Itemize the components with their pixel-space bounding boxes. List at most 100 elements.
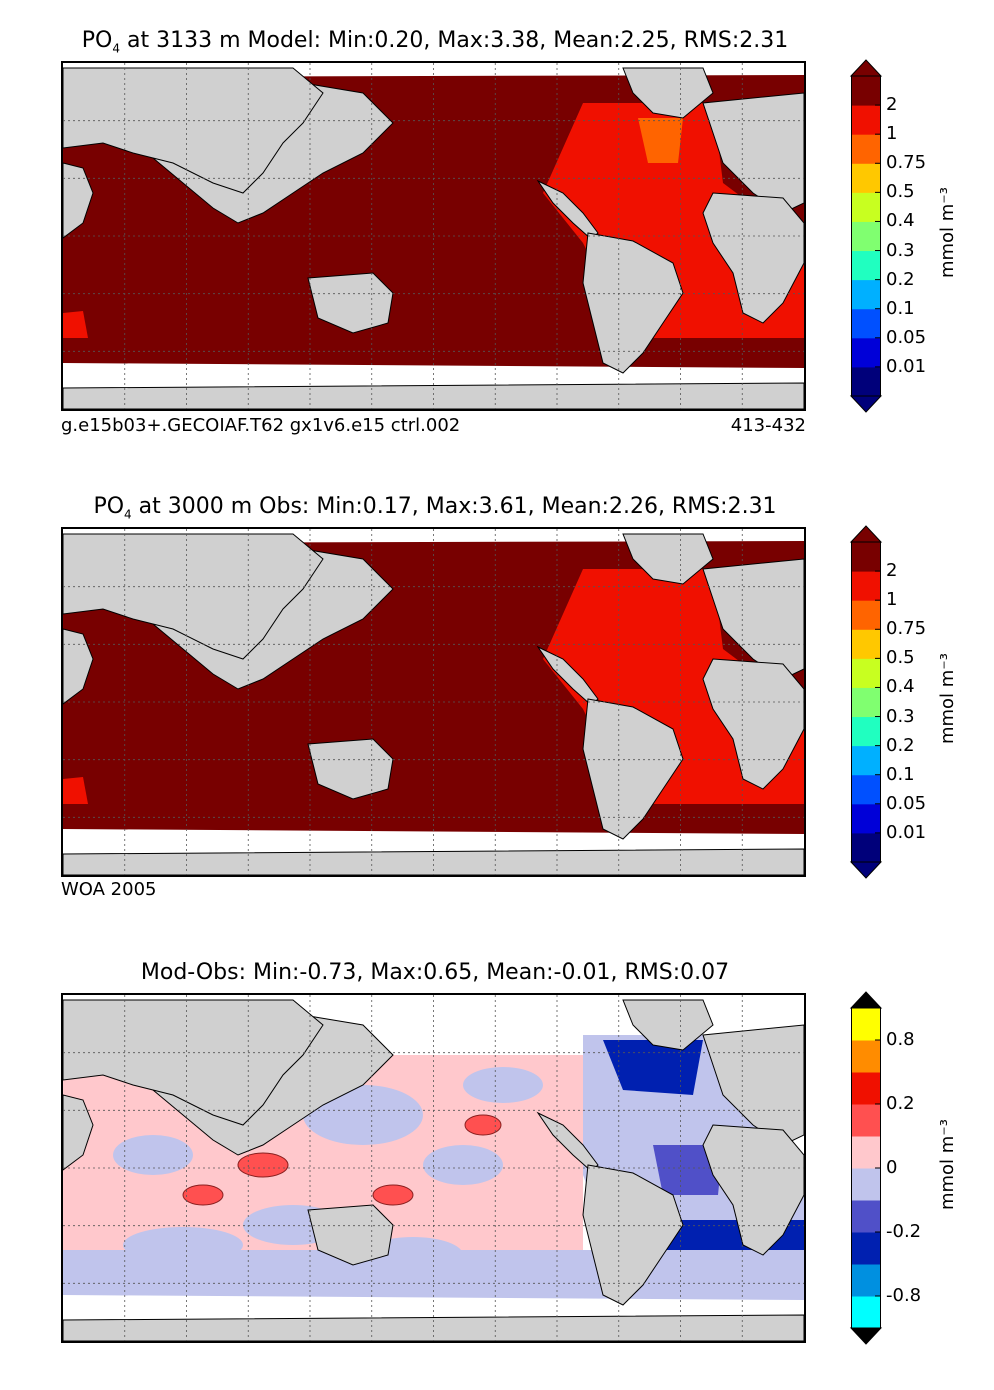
colorbar-band: [851, 832, 881, 863]
colorbar-band: [851, 337, 881, 368]
colorbar-band: [851, 105, 881, 135]
colorbar-band: [851, 308, 881, 339]
colorbar-band: [851, 1264, 881, 1297]
colorbar-tick-label: 2: [886, 560, 898, 582]
colorbar-tick-label: 0.2: [886, 268, 915, 290]
colorbar-band: [851, 1168, 881, 1201]
land-mass: [622, 533, 714, 585]
north-atlantic-anomaly: [603, 1040, 703, 1095]
colorbar-tick-label: 0.3: [886, 239, 915, 261]
colorbar-tick-label: 0.5: [886, 647, 915, 669]
negative-anomaly-region: [113, 1135, 193, 1175]
land-mass: [622, 67, 714, 119]
colorbar-extend-max: [849, 59, 883, 77]
colorbar-band: [851, 571, 881, 601]
colorbar-tick-label: -0.2: [886, 1221, 922, 1242]
colorbar-tick-label: 1: [886, 589, 898, 611]
labrador-field: [638, 118, 683, 163]
land-mass: [702, 192, 804, 324]
land-mass: [702, 658, 804, 790]
colorbar-extend-max: [849, 525, 883, 543]
panel-title: PO4 at 3000 m Obs: Min:0.17, Max:3.61, M…: [93, 494, 777, 522]
panel-title: Mod-Obs: Min:-0.73, Max:0.65, Mean:-0.01…: [140, 960, 730, 985]
colorbar-unit-label: mmol m⁻³: [937, 186, 959, 279]
colorbar-tick-label: 0.05: [886, 326, 927, 348]
colorbar-band: [851, 1104, 881, 1137]
negative-anomaly-region: [463, 1067, 543, 1103]
atlantic-field: [63, 311, 88, 343]
colorbar-band: [851, 1008, 881, 1041]
positive-anomaly-region: [237, 1152, 289, 1178]
colorbar-unit-label: mmol m⁻³: [937, 652, 959, 745]
colorbar-tick-label: 0.01: [886, 821, 927, 843]
positive-anomaly-region: [182, 1184, 224, 1206]
colorbar-band: [851, 716, 881, 747]
colorbar-band: [851, 745, 881, 776]
colorbar-tick-label: 0.1: [886, 763, 915, 785]
colorbar-band: [851, 774, 881, 805]
colorbar-band: [851, 1200, 881, 1233]
colorbar-tick-label: 0.4: [886, 676, 915, 698]
colorbar-extend-min: [849, 395, 883, 413]
land-mass: [63, 999, 324, 1126]
colorbar-band: [851, 1296, 881, 1329]
negative-anomaly-region: [423, 1145, 503, 1185]
colorbar-extend-min: [849, 1327, 883, 1345]
colorbar-frame: [851, 75, 881, 397]
colorbar-band: [851, 629, 881, 659]
colorbar-band: [851, 542, 881, 572]
colorbar-tick-label: 0.75: [886, 618, 927, 640]
run-label: g.e15b03+.GECOIAF.T62 gx1v6.e15 ctrl.002: [61, 415, 461, 436]
atlantic-field: [63, 777, 88, 809]
land-mass: [582, 232, 684, 374]
land-mass: [63, 848, 804, 875]
colorbar-unit-label: mmol m⁻³: [937, 1118, 959, 1211]
colorbar-band: [851, 163, 881, 193]
map-plot: [61, 61, 806, 411]
colorbar-extend-min: [849, 861, 883, 879]
land-mass: [582, 1164, 684, 1306]
colorbar-band: [851, 192, 881, 222]
land-mass: [63, 1314, 804, 1341]
colorbar-tick-label: 0.3: [886, 705, 915, 727]
colorbar: [849, 991, 883, 1345]
colorbar-band: [851, 600, 881, 630]
south-atlantic-anomaly: [653, 1145, 723, 1195]
colorbar-band: [851, 803, 881, 834]
land-mass: [63, 628, 94, 705]
colorbar-band: [851, 279, 881, 310]
colorbar-band: [851, 1072, 881, 1105]
colorbar-band: [851, 221, 881, 252]
panel-title: PO4 at 3133 m Model: Min:0.20, Max:3.38,…: [81, 28, 789, 56]
colorbar-frame: [851, 541, 881, 863]
map-plot: [61, 527, 806, 877]
positive-anomaly-region: [372, 1184, 414, 1206]
colorbar-tick-label: 0.75: [886, 152, 927, 174]
map-plot: [61, 993, 806, 1343]
land-mass: [702, 1124, 804, 1256]
colorbar-band: [851, 134, 881, 164]
colorbar-tick-label: 2: [886, 94, 898, 116]
colorbar-tick-label: 0: [886, 1157, 898, 1178]
colorbar-tick-label: 0.5: [886, 181, 915, 203]
land-mass: [63, 67, 324, 194]
colorbar-tick-label: 0.05: [886, 792, 927, 814]
colorbar-tick-label: 1: [886, 123, 898, 145]
colorbar-band: [851, 687, 881, 718]
colorbar-tick-label: 0.4: [886, 210, 915, 232]
source-label: WOA 2005: [61, 879, 157, 900]
colorbar-band: [851, 1136, 881, 1169]
colorbar-band: [851, 250, 881, 281]
colorbar: [849, 59, 883, 413]
colorbar-extend-max: [849, 991, 883, 1009]
colorbar-tick-label: 0.2: [886, 1093, 915, 1114]
land-mass: [63, 1094, 94, 1171]
positive-anomaly-region: [464, 1114, 502, 1136]
colorbar-tick-label: 0.8: [886, 1029, 915, 1050]
panel-observed: PO4 at 3000 m Obs: Min:0.17, Max:3.61, M…: [0, 466, 994, 924]
colorbar: [849, 525, 883, 879]
colorbar-tick-label: -0.8: [886, 1285, 922, 1306]
panel-model: PO4 at 3133 m Model: Min:0.20, Max:3.38,…: [0, 0, 994, 458]
colorbar-tick-label: 0.01: [886, 355, 927, 377]
year-range-label: 413-432: [730, 415, 806, 436]
